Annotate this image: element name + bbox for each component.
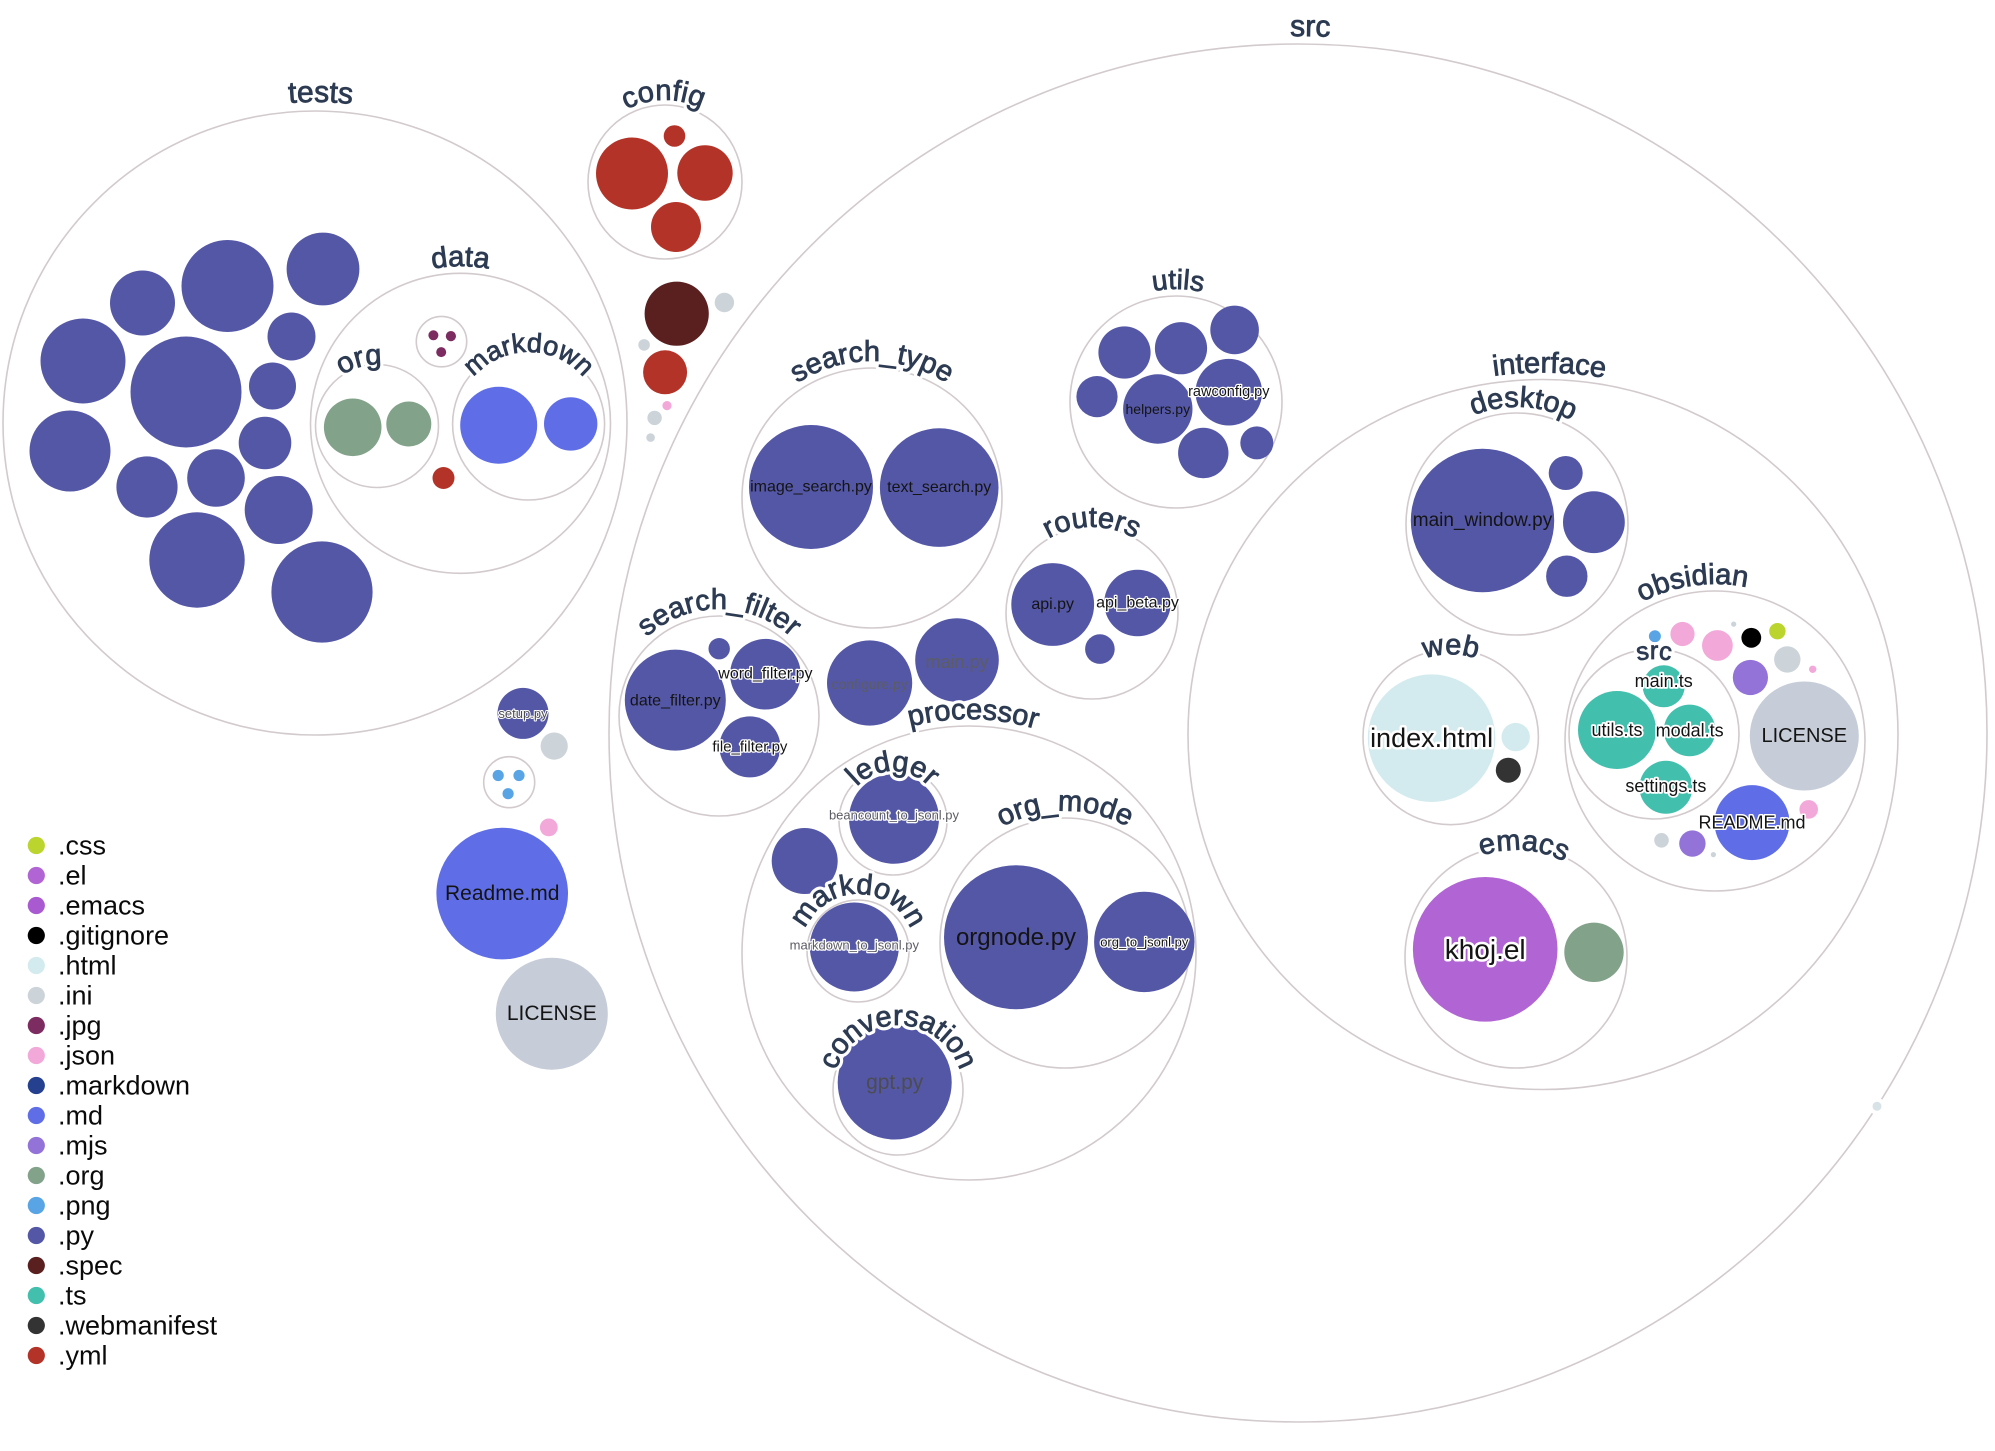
svg-text:text_search.py: text_search.py bbox=[887, 479, 991, 496]
svg-text:org_to_jsonl.py: org_to_jsonl.py bbox=[1100, 934, 1189, 949]
svg-text:image_search.py: image_search.py bbox=[750, 479, 872, 496]
svg-text:tests: tests bbox=[287, 76, 355, 111]
svg-text:data: data bbox=[429, 241, 493, 276]
svg-text:.png: .png bbox=[58, 1191, 111, 1221]
svg-text:helpers.py: helpers.py bbox=[1126, 401, 1191, 417]
svg-text:api_beta.py: api_beta.py bbox=[1096, 595, 1179, 612]
svg-text:.el: .el bbox=[58, 861, 87, 891]
svg-text:orgnode.py: orgnode.py bbox=[956, 924, 1076, 951]
svg-text:.md: .md bbox=[58, 1101, 103, 1131]
svg-text:markdown_to_jsonl.py: markdown_to_jsonl.py bbox=[790, 938, 920, 953]
svg-text:data: data bbox=[429, 241, 493, 276]
svg-text:LICENSE: LICENSE bbox=[507, 1002, 597, 1025]
svg-text:Readme.md: Readme.md bbox=[445, 882, 559, 905]
svg-text:file_filter.py: file_filter.py bbox=[712, 738, 788, 755]
svg-text:web: web bbox=[1419, 629, 1483, 665]
svg-text:gpt.py: gpt.py bbox=[866, 1071, 924, 1094]
svg-text:utils: utils bbox=[1150, 264, 1207, 298]
svg-text:LICENSE: LICENSE bbox=[1762, 725, 1848, 747]
svg-text:.ini: .ini bbox=[58, 981, 93, 1011]
svg-text:settings.ts: settings.ts bbox=[1625, 776, 1706, 796]
svg-text:src: src bbox=[1290, 10, 1331, 44]
svg-text:processor: processor bbox=[904, 694, 1042, 736]
svg-text:.spec: .spec bbox=[58, 1251, 123, 1281]
svg-text:.html: .html bbox=[58, 951, 117, 981]
svg-text:.jpg: .jpg bbox=[58, 1011, 102, 1041]
svg-text:routers: routers bbox=[1037, 502, 1146, 545]
svg-text:.css: .css bbox=[58, 831, 106, 861]
svg-text:main.ts: main.ts bbox=[1635, 671, 1693, 691]
svg-text:main.py: main.py bbox=[925, 652, 988, 672]
svg-text:khoj.el: khoj.el bbox=[1445, 934, 1526, 965]
svg-text:rawconfig.py: rawconfig.py bbox=[1188, 384, 1270, 400]
svg-text:modal.ts: modal.ts bbox=[1656, 720, 1724, 740]
svg-text:.org: .org bbox=[58, 1161, 105, 1191]
svg-text:date_filter.py: date_filter.py bbox=[630, 693, 721, 710]
svg-text:index.html: index.html bbox=[1370, 723, 1493, 753]
svg-text:beancount_to_jsonl.py: beancount_to_jsonl.py bbox=[829, 808, 960, 823]
svg-text:.mjs: .mjs bbox=[58, 1131, 108, 1161]
svg-text:README.md: README.md bbox=[1698, 813, 1805, 833]
svg-text:api.py: api.py bbox=[1031, 596, 1074, 613]
svg-text:.markdown: .markdown bbox=[58, 1071, 190, 1101]
svg-text:src: src bbox=[1290, 10, 1331, 44]
svg-text:.py: .py bbox=[58, 1221, 95, 1251]
svg-text:interface: interface bbox=[1491, 347, 1609, 384]
svg-text:setup.py: setup.py bbox=[498, 706, 548, 721]
svg-text:.emacs: .emacs bbox=[58, 891, 145, 921]
svg-text:.webmanifest: .webmanifest bbox=[58, 1311, 218, 1341]
svg-text:.yml: .yml bbox=[58, 1341, 108, 1371]
svg-text:.ts: .ts bbox=[58, 1281, 87, 1311]
svg-text:src: src bbox=[1634, 637, 1673, 667]
svg-text:utils.ts: utils.ts bbox=[1591, 720, 1642, 740]
svg-text:configure.py: configure.py bbox=[831, 676, 907, 692]
svg-text:main_window.py: main_window.py bbox=[1413, 510, 1553, 531]
svg-text:.gitignore: .gitignore bbox=[58, 921, 169, 951]
svg-text:utils: utils bbox=[1150, 264, 1207, 298]
svg-text:.json: .json bbox=[58, 1041, 115, 1071]
svg-text:word_filter.py: word_filter.py bbox=[717, 666, 812, 683]
svg-text:src: src bbox=[1634, 637, 1673, 667]
